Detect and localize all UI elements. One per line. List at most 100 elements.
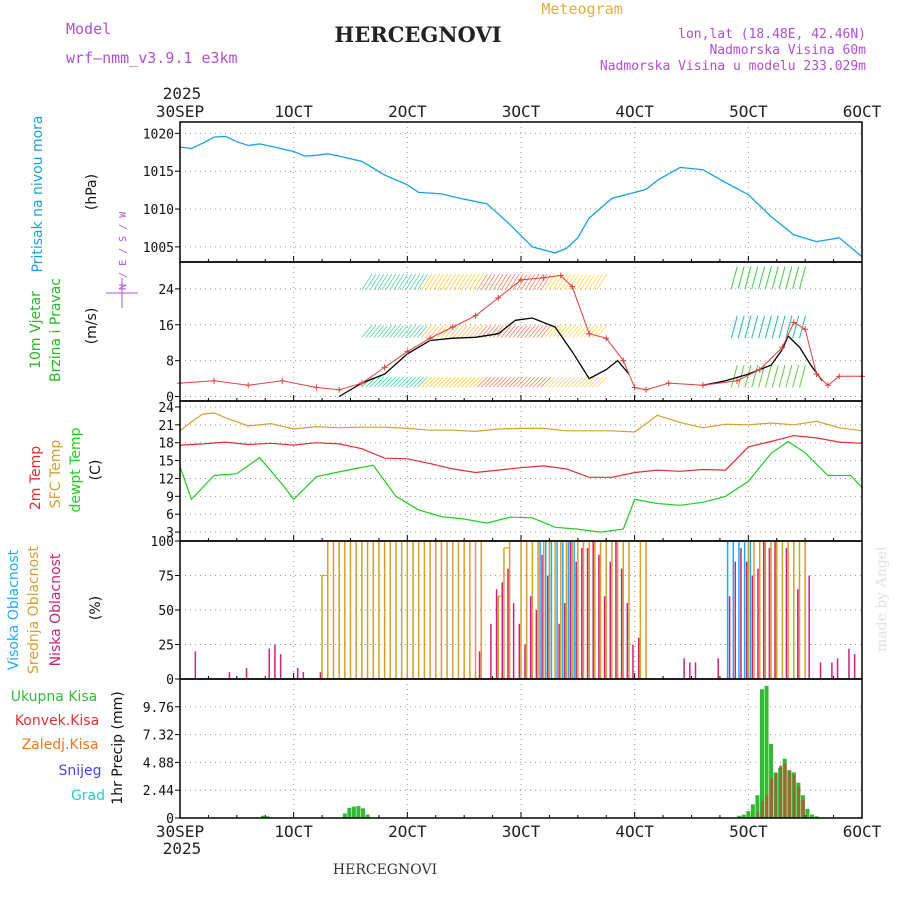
wind-arrow: [778, 315, 786, 339]
wind-arrow: [429, 325, 440, 338]
wind-arrow: [556, 273, 568, 291]
wind-arrow: [532, 325, 544, 338]
precip-total-bar: [741, 814, 746, 818]
gust-marker: [586, 330, 593, 337]
precip-title-frozen: Zaledj.Kisa: [22, 737, 99, 753]
sfc-temp-line: [179, 412, 863, 433]
y-tick-label: 9.76: [143, 701, 174, 716]
wind-arrow: [596, 273, 607, 291]
wind-arrow: [484, 376, 496, 388]
wind-arrow: [437, 273, 448, 291]
gust-marker: [802, 326, 809, 333]
gust-marker: [495, 294, 502, 301]
wind-arrow: [751, 364, 759, 388]
wind-arrow: [421, 325, 432, 338]
temp-ylabel: (C): [88, 460, 104, 481]
wind-arrow: [445, 376, 456, 388]
y-tick-label: 2.44: [143, 784, 174, 799]
wind-arrow: [492, 273, 504, 291]
y-tick-label: 9: [166, 490, 174, 505]
wind-arrow: [441, 325, 452, 338]
compass-label: N / E / S / W: [118, 211, 129, 290]
wind-arrow: [480, 376, 492, 388]
wind-ylabel: (m/s): [84, 308, 100, 345]
wind-arrow: [361, 376, 373, 388]
x-tick-label: 3OCT: [502, 822, 541, 841]
x-tick-label: 1OCT: [274, 822, 313, 841]
wind-arrow: [365, 273, 377, 291]
watermark: made by Angel: [874, 546, 890, 652]
wind-arrow: [413, 325, 424, 338]
precip-total-bar: [737, 815, 742, 818]
wind-arrow: [512, 325, 524, 338]
gust-marker: [603, 335, 610, 342]
wind-arrow: [465, 376, 476, 388]
wind-arrow: [381, 376, 393, 388]
precip-total-bar: [814, 816, 819, 818]
y-tick-label: 7.32: [143, 729, 174, 744]
y-tick-label: 6: [166, 508, 174, 523]
wind-arrow: [799, 266, 806, 290]
precip-total-bar: [755, 795, 760, 818]
wind-arrow: [596, 376, 607, 388]
wind-arrow: [425, 376, 436, 388]
precip-total-bar: [265, 816, 270, 818]
wind-arrow: [361, 325, 373, 338]
pressure-line: [179, 135, 863, 258]
gust-marker: [631, 384, 638, 391]
wind-arrow: [385, 325, 397, 338]
wind-arrow: [369, 376, 381, 388]
wind-arrow: [397, 273, 409, 291]
y-tick-label: 24: [158, 283, 174, 298]
wind-arrow: [496, 273, 508, 291]
wind-arrow: [464, 325, 476, 338]
x-tick-label: 3OCT: [502, 102, 541, 121]
precip-total-bar: [809, 814, 814, 818]
wind-arrow: [397, 376, 408, 388]
wind-arrow: [409, 376, 420, 388]
y-tick-label: 100: [151, 535, 174, 550]
x-tick-label: 6OCT: [843, 822, 882, 841]
wind-arrow: [764, 315, 772, 339]
wind-arrow: [393, 325, 405, 338]
precip-conv-bar: [760, 800, 764, 818]
wind-arrow: [568, 325, 580, 338]
wind-arrow: [524, 273, 536, 291]
wind-arrow: [785, 266, 793, 290]
wind-arrow: [409, 325, 420, 338]
wind-arrow: [421, 376, 432, 388]
wind-arrow: [421, 273, 432, 291]
cloud-panel: 0 25 50 75 100: [151, 535, 863, 688]
x-tick-label: 5OCT: [729, 822, 768, 841]
cloud-title-high: Visoka Oblacnost: [6, 549, 22, 670]
wind-arrow: [596, 325, 607, 338]
precip-conv-bar: [788, 771, 792, 818]
wind-arrow: [361, 273, 373, 291]
wind-arrow: [433, 376, 444, 388]
wind-arrow: [373, 376, 385, 388]
coords-label: lon,lat (18.48E, 42.46N): [678, 27, 866, 42]
wind-arrow: [492, 376, 504, 388]
wind-arrow: [568, 273, 580, 291]
wind-arrow: [461, 325, 472, 338]
precip-conv-bar: [756, 812, 760, 818]
cloud-title-low: Niska Oblacnost: [48, 553, 64, 666]
pressure-ylabel: (hPa): [84, 174, 100, 210]
gust-marker: [813, 371, 820, 378]
wind-arrow: [548, 325, 560, 338]
wind-arrow: [417, 325, 428, 338]
y-tick-label: 15: [158, 455, 174, 470]
x-tick-label: 4OCT: [615, 822, 654, 841]
precip-panel: 0 2.44 4.88 7.32 9.76: [143, 678, 863, 827]
wind-arrow: [737, 266, 745, 290]
wind-arrow: [457, 325, 468, 338]
wind-arrow: [381, 273, 393, 291]
y-tick-label: 1010: [143, 203, 174, 218]
wind-arrow: [516, 376, 528, 388]
precip-title-conv: Konvek.Kisa: [15, 713, 99, 729]
wind-arrow: [730, 364, 738, 388]
wind-arrow: [572, 325, 584, 338]
wind-arrow: [588, 273, 599, 291]
wind-arrow: [744, 364, 752, 388]
pressure-title: Pritisak na nivou mora: [30, 115, 46, 272]
